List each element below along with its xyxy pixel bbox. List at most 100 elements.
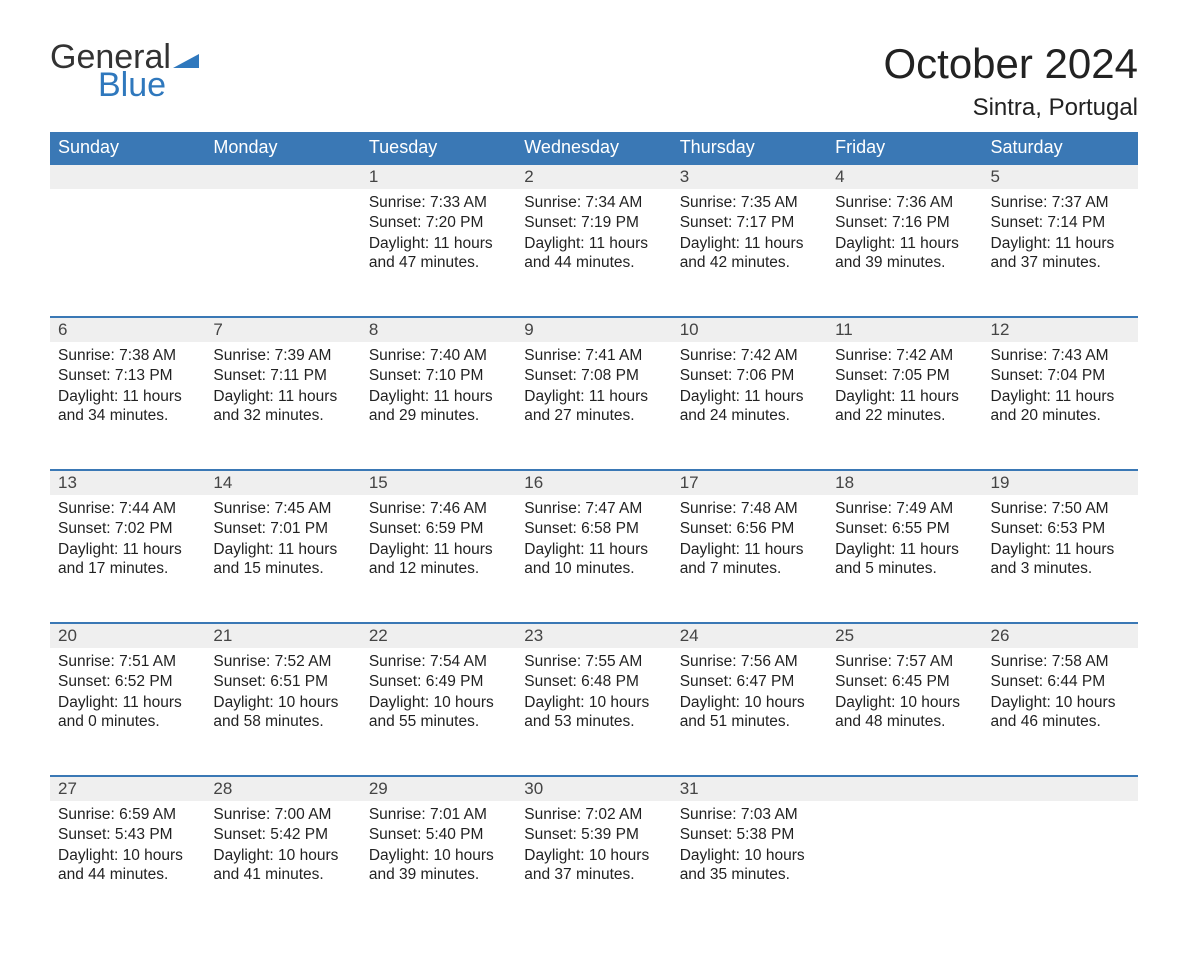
calendar-cell: Sunrise: 7:50 AMSunset: 6:53 PMDaylight:… — [983, 495, 1138, 623]
day-number: 19 — [983, 470, 1138, 495]
day-number: 30 — [516, 776, 671, 801]
sunrise-line: Sunrise: 7:58 AM — [991, 652, 1130, 671]
sunrise-line: Sunrise: 7:42 AM — [835, 346, 974, 365]
calendar-cell: Sunrise: 7:52 AMSunset: 6:51 PMDaylight:… — [205, 648, 360, 776]
daylight-line: Daylight: 11 hours and 32 minutes. — [213, 387, 352, 426]
sunrise-line: Sunrise: 7:01 AM — [369, 805, 508, 824]
daylight-line: Daylight: 10 hours and 58 minutes. — [213, 693, 352, 732]
sunrise-line: Sunrise: 7:34 AM — [524, 193, 663, 212]
calendar-cell: Sunrise: 6:59 AMSunset: 5:43 PMDaylight:… — [50, 801, 205, 929]
sunset-line: Sunset: 6:53 PM — [991, 519, 1130, 538]
sunset-line: Sunset: 5:38 PM — [680, 825, 819, 844]
calendar-cell — [827, 801, 982, 929]
calendar-week-row: Sunrise: 7:51 AMSunset: 6:52 PMDaylight:… — [50, 648, 1138, 776]
sunrise-line: Sunrise: 7:56 AM — [680, 652, 819, 671]
sunrise-line: Sunrise: 7:42 AM — [680, 346, 819, 365]
sunrise-line: Sunrise: 7:51 AM — [58, 652, 197, 671]
weekday-header: Sunday — [50, 132, 205, 164]
daylight-line: Daylight: 11 hours and 24 minutes. — [680, 387, 819, 426]
daylight-line: Daylight: 11 hours and 44 minutes. — [524, 234, 663, 273]
day-number: 1 — [361, 164, 516, 189]
daylight-line: Daylight: 11 hours and 29 minutes. — [369, 387, 508, 426]
daylight-line: Daylight: 11 hours and 3 minutes. — [991, 540, 1130, 579]
day-number: 7 — [205, 317, 360, 342]
day-number: 13 — [50, 470, 205, 495]
calendar-cell — [983, 801, 1138, 929]
weekday-header-row: SundayMondayTuesdayWednesdayThursdayFrid… — [50, 132, 1138, 164]
calendar-cell: Sunrise: 7:33 AMSunset: 7:20 PM Daylight:… — [361, 189, 516, 317]
calendar-table: SundayMondayTuesdayWednesdayThursdayFrid… — [50, 132, 1138, 929]
sunset-line: Sunset: 7:20 PM — [369, 213, 508, 232]
daylight-line: Daylight: 11 hours and 7 minutes. — [680, 540, 819, 579]
day-number: 2 — [516, 164, 671, 189]
calendar-week-row: Sunrise: 7:33 AMSunset: 7:20 PM Daylight:… — [50, 189, 1138, 317]
weekday-header: Monday — [205, 132, 360, 164]
calendar-cell — [205, 189, 360, 317]
weekday-header: Friday — [827, 132, 982, 164]
daylight-line: Daylight: 10 hours and 44 minutes. — [58, 846, 197, 885]
sunset-line: Sunset: 6:55 PM — [835, 519, 974, 538]
day-number: 9 — [516, 317, 671, 342]
day-number: 24 — [672, 623, 827, 648]
sunset-line: Sunset: 7:16 PM — [835, 213, 974, 232]
day-number: 26 — [983, 623, 1138, 648]
day-number — [827, 776, 982, 801]
sunrise-line: Sunrise: 7:54 AM — [369, 652, 508, 671]
sunset-line: Sunset: 7:10 PM — [369, 366, 508, 385]
calendar-week-row: Sunrise: 7:44 AMSunset: 7:02 PMDaylight:… — [50, 495, 1138, 623]
logo-word2: Blue — [98, 68, 199, 102]
sunrise-line: Sunrise: 7:37 AM — [991, 193, 1130, 212]
calendar-cell: Sunrise: 7:02 AMSunset: 5:39 PMDaylight:… — [516, 801, 671, 929]
calendar-cell: Sunrise: 7:48 AMSunset: 6:56 PMDaylight:… — [672, 495, 827, 623]
sunrise-line: Sunrise: 7:43 AM — [991, 346, 1130, 365]
weekday-header: Thursday — [672, 132, 827, 164]
day-number: 17 — [672, 470, 827, 495]
sunset-line: Sunset: 7:02 PM — [58, 519, 197, 538]
sunrise-line: Sunrise: 7:03 AM — [680, 805, 819, 824]
calendar-cell: Sunrise: 7:38 AMSunset: 7:13 PMDaylight:… — [50, 342, 205, 470]
title-block: October 2024 Sintra, Portugal — [883, 40, 1138, 122]
calendar-cell: Sunrise: 7:34 AMSunset: 7:19 PMDaylight:… — [516, 189, 671, 317]
sunset-line: Sunset: 5:39 PM — [524, 825, 663, 844]
day-number-row: 6789101112 — [50, 317, 1138, 342]
page-title: October 2024 — [883, 40, 1138, 88]
day-number — [983, 776, 1138, 801]
day-number: 20 — [50, 623, 205, 648]
day-number-row: 2728293031 — [50, 776, 1138, 801]
calendar-cell: Sunrise: 7:36 AMSunset: 7:16 PMDaylight:… — [827, 189, 982, 317]
calendar-week-row: Sunrise: 7:38 AMSunset: 7:13 PMDaylight:… — [50, 342, 1138, 470]
day-number: 18 — [827, 470, 982, 495]
daylight-line: Daylight: 11 hours and 5 minutes. — [835, 540, 974, 579]
sunset-line: Sunset: 6:56 PM — [680, 519, 819, 538]
calendar-cell: Sunrise: 7:01 AMSunset: 5:40 PMDaylight:… — [361, 801, 516, 929]
day-number: 23 — [516, 623, 671, 648]
calendar-cell: Sunrise: 7:44 AMSunset: 7:02 PMDaylight:… — [50, 495, 205, 623]
daylight-line: Daylight: 10 hours and 51 minutes. — [680, 693, 819, 732]
calendar-cell: Sunrise: 7:03 AMSunset: 5:38 PMDaylight:… — [672, 801, 827, 929]
calendar-cell: Sunrise: 7:56 AMSunset: 6:47 PMDaylight:… — [672, 648, 827, 776]
sunrise-line: Sunrise: 7:35 AM — [680, 193, 819, 212]
calendar-cell: Sunrise: 7:55 AMSunset: 6:48 PMDaylight:… — [516, 648, 671, 776]
sunset-line: Sunset: 5:43 PM — [58, 825, 197, 844]
calendar-cell: Sunrise: 7:40 AMSunset: 7:10 PMDaylight:… — [361, 342, 516, 470]
calendar-cell: Sunrise: 7:00 AMSunset: 5:42 PMDaylight:… — [205, 801, 360, 929]
sunset-line: Sunset: 6:51 PM — [213, 672, 352, 691]
daylight-line: Daylight: 11 hours and 47 minutes. — [369, 234, 508, 273]
day-number: 4 — [827, 164, 982, 189]
sunset-line: Sunset: 6:45 PM — [835, 672, 974, 691]
daylight-line: Daylight: 10 hours and 55 minutes. — [369, 693, 508, 732]
day-number: 16 — [516, 470, 671, 495]
day-number: 22 — [361, 623, 516, 648]
day-number: 11 — [827, 317, 982, 342]
daylight-line: Daylight: 10 hours and 53 minutes. — [524, 693, 663, 732]
calendar-cell: Sunrise: 7:49 AMSunset: 6:55 PMDaylight:… — [827, 495, 982, 623]
calendar-cell: Sunrise: 7:58 AMSunset: 6:44 PMDaylight:… — [983, 648, 1138, 776]
sunrise-line: Sunrise: 7:38 AM — [58, 346, 197, 365]
sunrise-line: Sunrise: 7:33 AM — [369, 193, 508, 212]
day-number: 29 — [361, 776, 516, 801]
calendar-cell: Sunrise: 7:39 AMSunset: 7:11 PMDaylight:… — [205, 342, 360, 470]
sunset-line: Sunset: 6:49 PM — [369, 672, 508, 691]
calendar-cell: Sunrise: 7:45 AMSunset: 7:01 PMDaylight:… — [205, 495, 360, 623]
sunrise-line: Sunrise: 7:45 AM — [213, 499, 352, 518]
logo-flag-icon — [173, 48, 199, 68]
